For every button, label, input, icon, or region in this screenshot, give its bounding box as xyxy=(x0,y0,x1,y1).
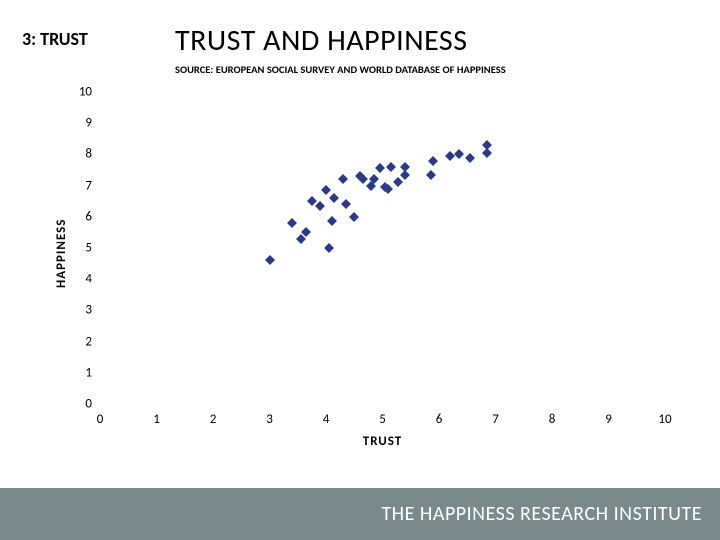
data-point xyxy=(426,170,436,180)
page-title: TRUST AND HAPPINESS xyxy=(175,22,468,59)
source-line: SOURCE: EUROPEAN SOCIAL SURVEY AND WORLD… xyxy=(175,63,506,76)
y-tick: 1 xyxy=(68,365,92,380)
x-tick: 10 xyxy=(653,412,677,427)
data-point xyxy=(482,148,492,158)
x-tick: 2 xyxy=(201,412,225,427)
x-tick: 9 xyxy=(597,412,621,427)
data-point xyxy=(454,149,464,159)
data-point xyxy=(465,153,475,163)
x-tick: 1 xyxy=(145,412,169,427)
data-point xyxy=(358,174,368,184)
x-tick: 5 xyxy=(371,412,395,427)
y-tick: 0 xyxy=(68,397,92,412)
data-point xyxy=(393,178,403,188)
data-point xyxy=(321,185,331,195)
data-point xyxy=(315,201,325,211)
data-point xyxy=(375,163,385,173)
data-point xyxy=(349,212,359,222)
y-tick: 7 xyxy=(68,178,92,193)
y-axis-label: HAPPINESS xyxy=(54,219,69,288)
y-tick: 5 xyxy=(68,241,92,256)
data-point xyxy=(341,199,351,209)
y-tick: 6 xyxy=(68,209,92,224)
x-tick: 8 xyxy=(540,412,564,427)
x-tick: 4 xyxy=(314,412,338,427)
y-tick: 9 xyxy=(68,116,92,131)
x-tick: 6 xyxy=(427,412,451,427)
x-tick: 3 xyxy=(258,412,282,427)
data-point xyxy=(428,156,438,166)
y-tick: 3 xyxy=(68,303,92,318)
slide-label: 3: TRUST xyxy=(22,28,88,50)
data-point xyxy=(327,217,337,227)
scatter-plot: HAPPINESS TRUST 012345678910012345678910 xyxy=(60,92,680,462)
y-tick: 10 xyxy=(68,85,92,100)
data-point xyxy=(400,162,410,172)
y-tick: 2 xyxy=(68,334,92,349)
x-tick: 0 xyxy=(88,412,112,427)
y-tick: 4 xyxy=(68,272,92,287)
data-point xyxy=(386,162,396,172)
data-point xyxy=(330,193,340,203)
x-axis-label: TRUST xyxy=(363,434,402,449)
data-point xyxy=(324,243,334,253)
y-tick: 8 xyxy=(68,147,92,162)
footer-text: THE HAPPINESS RESEARCH INSTITUTE xyxy=(381,502,702,526)
data-point xyxy=(265,256,275,266)
data-point xyxy=(338,174,348,184)
x-tick: 7 xyxy=(484,412,508,427)
footer-bar: THE HAPPINESS RESEARCH INSTITUTE xyxy=(0,488,720,540)
data-point xyxy=(287,218,297,228)
